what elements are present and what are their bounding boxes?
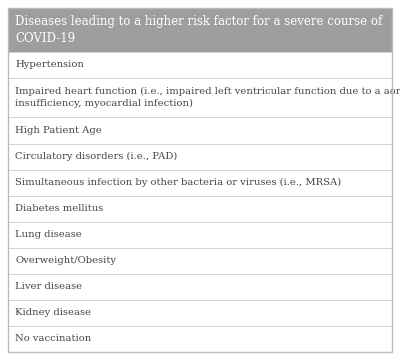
Text: No vaccination: No vaccination — [15, 334, 91, 343]
Bar — [8, 300, 392, 326]
Text: Kidney disease: Kidney disease — [15, 309, 91, 318]
Text: High Patient Age: High Patient Age — [15, 126, 102, 135]
Bar — [8, 117, 392, 144]
Text: Diabetes mellitus: Diabetes mellitus — [15, 204, 103, 213]
Bar — [8, 78, 392, 117]
Bar — [8, 8, 392, 52]
Bar — [8, 222, 392, 248]
Text: Impaired heart function (i.e., impaired left ventricular function due to a aorti: Impaired heart function (i.e., impaired … — [15, 87, 400, 108]
Text: Liver disease: Liver disease — [15, 282, 82, 291]
Text: Diseases leading to a higher risk factor for a severe course of
COVID-19: Diseases leading to a higher risk factor… — [15, 15, 382, 45]
Bar — [8, 195, 392, 222]
Text: Circulatory disorders (i.e., PAD): Circulatory disorders (i.e., PAD) — [15, 152, 177, 161]
Bar — [8, 144, 392, 170]
Bar — [8, 274, 392, 300]
Text: Simultaneous infection by other bacteria or viruses (i.e., MRSA): Simultaneous infection by other bacteria… — [15, 178, 341, 187]
Text: Overweight/Obesity: Overweight/Obesity — [15, 256, 116, 265]
Bar — [8, 248, 392, 274]
Bar — [8, 326, 392, 352]
Bar — [8, 170, 392, 195]
Bar — [8, 52, 392, 78]
Text: Hypertension: Hypertension — [15, 60, 84, 69]
Text: Lung disease: Lung disease — [15, 230, 82, 239]
